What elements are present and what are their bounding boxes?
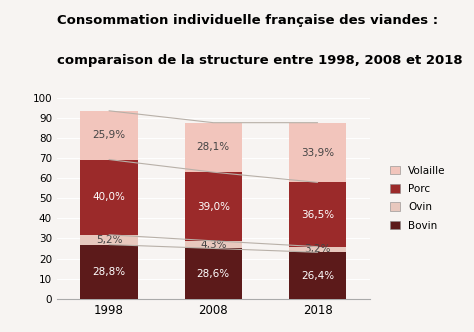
Text: 26,4%: 26,4% <box>301 271 334 281</box>
Bar <box>184 123 242 172</box>
Legend: Volaille, Porc, Ovin, Bovin: Volaille, Porc, Ovin, Bovin <box>387 164 448 233</box>
Text: Consommation individuelle française des viandes :: Consommation individuelle française des … <box>57 14 438 27</box>
Bar <box>289 123 346 182</box>
Text: 5,2%: 5,2% <box>96 235 122 245</box>
Bar <box>184 241 242 248</box>
Text: 28,6%: 28,6% <box>197 269 230 279</box>
Text: comparaison de la structure entre 1998, 2008 et 2018: comparaison de la structure entre 1998, … <box>57 54 463 67</box>
Text: 28,1%: 28,1% <box>197 142 230 152</box>
Text: 39,0%: 39,0% <box>197 202 230 211</box>
Text: 28,8%: 28,8% <box>92 267 126 277</box>
Text: 36,5%: 36,5% <box>301 209 334 219</box>
Text: 40,0%: 40,0% <box>92 192 126 202</box>
Bar <box>80 245 137 299</box>
Bar <box>80 235 137 245</box>
Bar <box>289 252 346 299</box>
Bar <box>184 248 242 299</box>
Text: 25,9%: 25,9% <box>92 130 126 140</box>
Bar <box>80 160 137 235</box>
Text: 33,9%: 33,9% <box>301 147 334 157</box>
Bar <box>184 172 242 241</box>
Text: 4,3%: 4,3% <box>200 240 227 250</box>
Bar <box>80 111 137 160</box>
Bar <box>289 247 346 252</box>
Bar <box>289 182 346 247</box>
Text: 3,2%: 3,2% <box>304 244 331 255</box>
